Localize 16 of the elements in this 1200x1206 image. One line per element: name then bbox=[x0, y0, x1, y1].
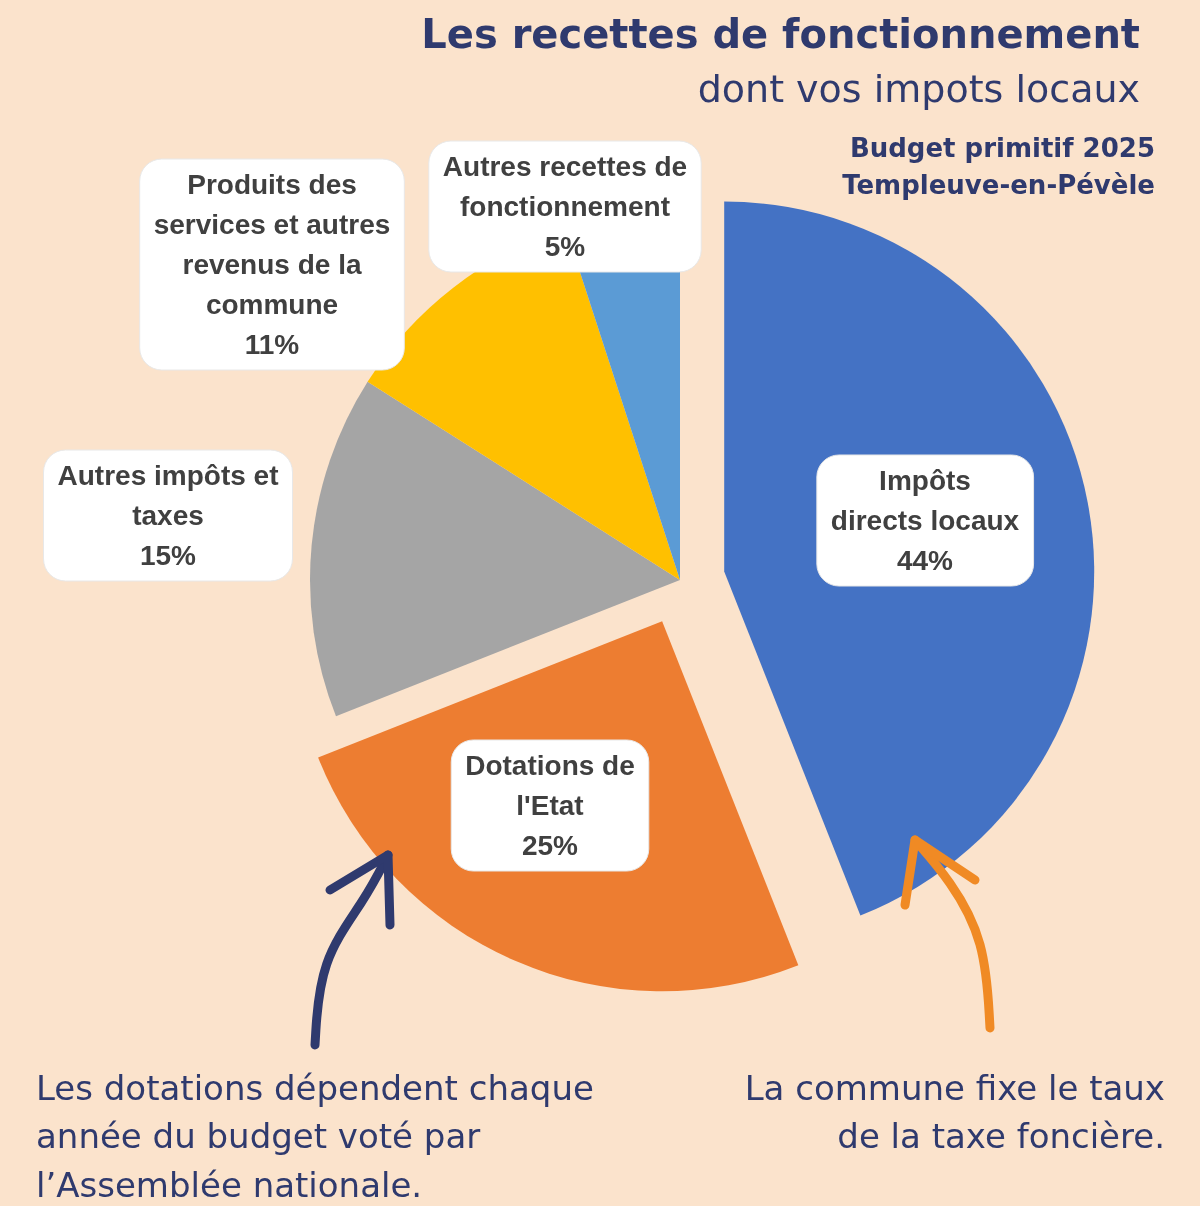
slice-label: Impôts directs locaux bbox=[830, 465, 1020, 536]
data-label: 15% bbox=[139, 540, 197, 571]
text: Les dotations dépendent chaque année du budget voté par l’Assemblée nationale. bbox=[36, 1068, 594, 1205]
text: La commune fixe le taux de la taxe foncière. bbox=[744, 1068, 1165, 1157]
data-label: 25% bbox=[521, 830, 579, 861]
data-label: 5% bbox=[544, 231, 586, 262]
slice-label: Autres recettes de fonctionnement bbox=[442, 151, 688, 222]
data-label: 44% bbox=[896, 545, 954, 576]
chart-title: Les recettes de fonctionnement bbox=[421, 11, 1140, 57]
text: Templeuve-en-Pévèle bbox=[842, 170, 1155, 200]
data-label: 11% bbox=[244, 329, 300, 360]
slice-label: Produits des services et autres revenus de la commune bbox=[153, 169, 391, 320]
text: Budget primitif 2025 bbox=[849, 133, 1155, 163]
slice-label: Dotations de l'Etat bbox=[465, 750, 635, 821]
chart-subtitle: dont vos impots locaux bbox=[697, 67, 1140, 111]
slice-label: Autres impôts et taxes bbox=[57, 460, 279, 531]
